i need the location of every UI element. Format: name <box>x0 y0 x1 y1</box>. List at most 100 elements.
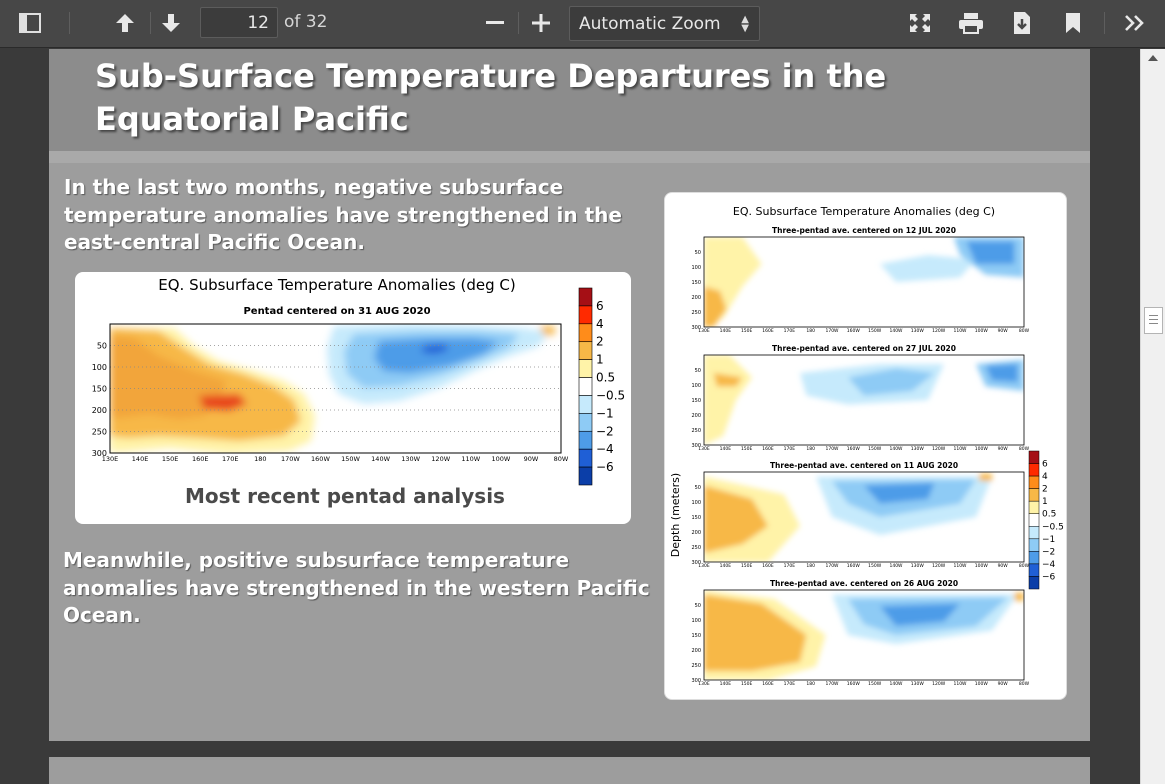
x-tick-label: 110W <box>953 328 967 334</box>
print-icon[interactable] <box>955 8 987 38</box>
pdf-page: Sub-Surface Temperature Departures in th… <box>49 49 1090 741</box>
presentation-mode-icon[interactable] <box>904 8 936 38</box>
page-number-input[interactable] <box>200 7 278 38</box>
colorbar-label: −2 <box>1042 547 1055 557</box>
chart-title: EQ. Subsurface Temperature Anomalies (de… <box>733 205 995 218</box>
toolbar-separator <box>150 12 151 34</box>
colorbar-label: −1 <box>596 406 614 420</box>
x-tick-label: 170W <box>825 446 839 452</box>
colorbar-swatch <box>1028 538 1040 552</box>
panel-frame <box>703 236 1025 328</box>
x-tick-label: 170E <box>784 446 796 452</box>
y-tick-label: 250 <box>92 428 107 437</box>
y-tick-label: 100 <box>691 265 701 271</box>
three-pentad-chart-card: EQ. Subsurface Temperature Anomalies (de… <box>664 192 1067 700</box>
paragraph-negative-anomalies: In the last two months, negative subsurf… <box>64 175 622 254</box>
slide-title: Sub-Surface Temperature Departures in th… <box>95 57 887 138</box>
colorbar-label: −0.5 <box>596 388 625 402</box>
x-tick-label: 140W <box>889 563 903 569</box>
colorbar-swatch <box>1028 551 1040 565</box>
x-tick-label: 100W <box>975 328 989 334</box>
colorbar-label: −4 <box>1042 560 1056 570</box>
colorbar-swatch <box>578 430 593 450</box>
colorbar-swatch <box>578 323 593 343</box>
x-tick-label: 100W <box>975 563 989 569</box>
colorbar-label: 6 <box>1042 460 1048 470</box>
zoom-select[interactable]: Automatic Zoom ▲ ▼ <box>569 6 760 41</box>
colorbar-label: −2 <box>596 424 614 438</box>
colorbar-swatch <box>578 466 593 486</box>
anomaly-contour <box>1014 592 1024 601</box>
x-tick-label: 140W <box>889 681 903 687</box>
anomaly-contour <box>966 241 1015 264</box>
scroll-up-icon[interactable] <box>1148 55 1158 61</box>
colorbar-swatch <box>578 341 593 360</box>
x-tick-label: 140E <box>720 563 732 569</box>
y-tick-label: 200 <box>691 295 701 301</box>
pentad-chart-card: EQ. Subsurface Temperature Anomalies (de… <box>75 272 631 524</box>
vertical-scrollbar[interactable] <box>1140 49 1165 784</box>
arrow-up-icon[interactable] <box>110 8 140 38</box>
zoom-out-button[interactable] <box>480 8 510 38</box>
x-tick-label: 130E <box>698 328 710 334</box>
x-tick-label: 150W <box>868 563 882 569</box>
x-tick-label: 80W <box>554 455 569 463</box>
scroll-thumb[interactable] <box>1144 307 1163 334</box>
x-tick-label: 100W <box>975 681 989 687</box>
y-tick-label: 50 <box>695 368 701 374</box>
y-axis-label: Depth (meters) <box>669 473 682 557</box>
x-tick-label: 120W <box>932 681 946 687</box>
colorbar-swatch <box>1028 563 1040 577</box>
x-tick-label: 100W <box>975 446 989 452</box>
panel-frame <box>703 354 1025 446</box>
y-tick-label: 50 <box>695 603 701 609</box>
sidebar-toggle-icon[interactable] <box>14 8 46 38</box>
x-tick-label: 180 <box>806 446 815 452</box>
download-icon[interactable] <box>1006 8 1038 38</box>
colorbar-swatch <box>578 413 593 432</box>
y-tick-label: 300 <box>691 325 701 331</box>
x-tick-label: 170E <box>784 563 796 569</box>
colorbar-label: −1 <box>1042 535 1055 545</box>
colorbar-label: −6 <box>596 460 614 474</box>
more-tools-icon[interactable] <box>1118 8 1152 38</box>
y-tick-label: 250 <box>691 663 701 669</box>
colorbar-label: 2 <box>596 335 604 349</box>
anomaly-contour <box>704 485 768 553</box>
x-tick-label: 130E <box>698 563 710 569</box>
x-tick-label: 150W <box>341 455 360 463</box>
panel-subtitle: Three-pentad ave. centered on 27 JUL 202… <box>772 344 956 353</box>
document-viewer[interactable]: Sub-Surface Temperature Departures in th… <box>0 49 1140 784</box>
anomaly-field <box>704 355 1024 445</box>
x-tick-label: 170W <box>281 455 300 463</box>
x-tick-label: 150E <box>741 563 753 569</box>
x-tick-label: 180 <box>254 455 266 463</box>
x-tick-label: 80W <box>1019 563 1030 569</box>
y-tick-label: 200 <box>92 406 107 415</box>
bookmark-icon[interactable] <box>1058 8 1088 38</box>
colorbar-swatch <box>1028 463 1040 477</box>
x-tick-label: 150W <box>868 328 882 334</box>
anomaly-field <box>110 324 555 453</box>
heatmap-panel: Three-pentad ave. centered on 27 JUL 202… <box>691 344 1029 452</box>
y-tick-label: 50 <box>695 250 701 256</box>
colorbar-swatch <box>1028 475 1040 489</box>
x-tick-label: 170W <box>825 563 839 569</box>
select-arrows-icon: ▲ ▼ <box>741 14 749 34</box>
page-count-label: of 32 <box>284 12 328 32</box>
heatmap-panel: Three-pentad ave. centered on 26 AUG 202… <box>691 579 1029 687</box>
chart-subtitle: Pentad centered on 31 AUG 2020 <box>243 306 430 317</box>
x-tick-label: 170E <box>222 455 239 463</box>
colorbar-label: 6 <box>596 299 604 313</box>
colorbar-swatch <box>1028 526 1040 540</box>
next-pdf-page <box>49 757 1090 784</box>
colorbar-swatch <box>1028 488 1040 502</box>
arrow-down-icon[interactable] <box>156 8 186 38</box>
x-tick-label: 140E <box>720 446 732 452</box>
zoom-in-button[interactable] <box>526 8 556 38</box>
x-tick-label: 170E <box>784 681 796 687</box>
x-tick-label: 120W <box>932 328 946 334</box>
panel-frame <box>703 589 1025 681</box>
anomaly-field <box>704 590 1024 680</box>
zoom-value: Automatic Zoom <box>579 13 721 34</box>
